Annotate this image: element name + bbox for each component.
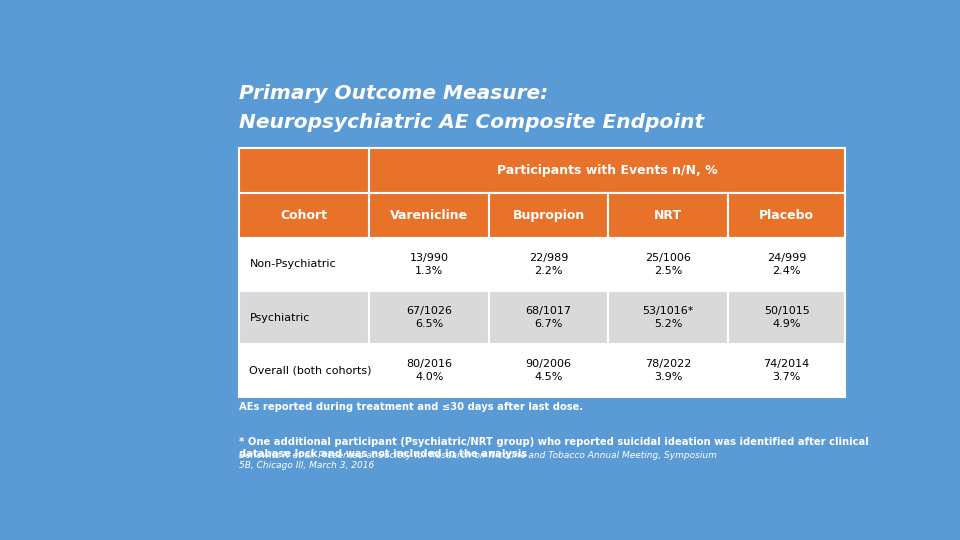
Bar <box>728 344 846 397</box>
Text: AEs reported during treatment and ≤30 days after last dose.: AEs reported during treatment and ≤30 da… <box>239 402 584 411</box>
Bar <box>609 344 728 397</box>
Bar <box>370 238 489 291</box>
Bar <box>489 344 609 397</box>
Bar <box>370 193 489 238</box>
Text: 90/2006
4.5%: 90/2006 4.5% <box>525 359 571 382</box>
Text: 74/2014
3.7%: 74/2014 3.7% <box>763 359 809 382</box>
Bar <box>239 344 370 397</box>
Text: Cohort: Cohort <box>280 209 327 222</box>
Text: Benowitz N et al. Presented at Society for Research on Nicotine and Tobacco Annu: Benowitz N et al. Presented at Society f… <box>239 451 717 470</box>
Bar <box>489 291 609 344</box>
Text: 50/1015
4.9%: 50/1015 4.9% <box>764 306 809 329</box>
Text: Primary Outcome Measure:: Primary Outcome Measure: <box>239 84 548 103</box>
Bar <box>728 291 846 344</box>
Text: 68/1017
6.7%: 68/1017 6.7% <box>525 306 571 329</box>
Text: 67/1026
6.5%: 67/1026 6.5% <box>406 306 452 329</box>
Bar <box>489 193 609 238</box>
Text: 78/2022
3.9%: 78/2022 3.9% <box>645 359 691 382</box>
Text: Neuropsychiatric AE Composite Endpoint: Neuropsychiatric AE Composite Endpoint <box>239 113 705 132</box>
Text: Participants with Events n/N, %: Participants with Events n/N, % <box>497 164 718 177</box>
Text: 53/1016*
5.2%: 53/1016* 5.2% <box>642 306 694 329</box>
Bar <box>370 291 489 344</box>
Text: 80/2016
4.0%: 80/2016 4.0% <box>406 359 452 382</box>
Text: NRT: NRT <box>654 209 683 222</box>
Text: 25/1006
2.5%: 25/1006 2.5% <box>645 253 691 276</box>
Bar <box>489 238 609 291</box>
Text: Overall (both cohorts): Overall (both cohorts) <box>250 366 372 376</box>
Text: Non-Psychiatric: Non-Psychiatric <box>250 259 336 269</box>
Bar <box>728 193 846 238</box>
Bar <box>609 193 728 238</box>
Bar <box>239 193 370 238</box>
Text: 22/989
2.2%: 22/989 2.2% <box>529 253 568 276</box>
Bar <box>370 344 489 397</box>
Text: Placebo: Placebo <box>759 209 814 222</box>
Bar <box>239 148 370 238</box>
Text: 13/990
1.3%: 13/990 1.3% <box>410 253 448 276</box>
Text: 24/999
2.4%: 24/999 2.4% <box>767 253 806 276</box>
Bar <box>609 238 728 291</box>
Bar <box>239 291 370 344</box>
Text: Bupropion: Bupropion <box>513 209 585 222</box>
Text: Varenicline: Varenicline <box>390 209 468 222</box>
Bar <box>239 238 370 291</box>
Bar <box>728 238 846 291</box>
Bar <box>609 291 728 344</box>
Text: Psychiatric: Psychiatric <box>250 313 310 322</box>
Text: * One additional participant (Psychiatric/NRT group) who reported suicidal ideat: * One additional participant (Psychiatri… <box>239 437 869 458</box>
Bar <box>370 148 846 193</box>
